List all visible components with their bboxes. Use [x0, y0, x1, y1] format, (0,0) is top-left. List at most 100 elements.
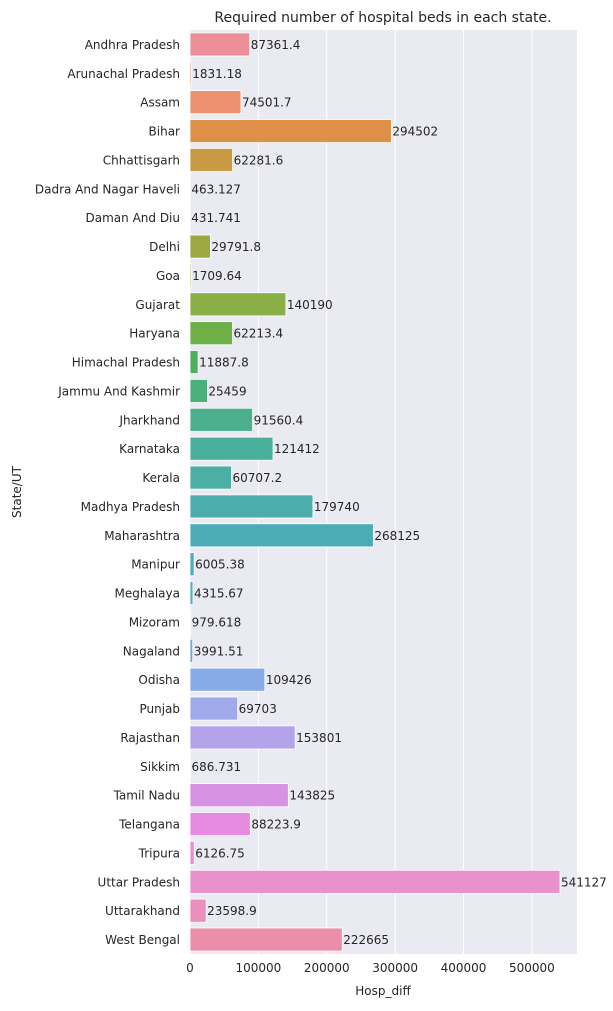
bar: [190, 524, 373, 547]
y-tick-label: Odisha: [138, 673, 180, 687]
y-axis-label: State/UT: [10, 465, 24, 518]
y-tick-label: Sikkim: [140, 760, 180, 774]
y-tick-label: Madhya Pradesh: [81, 500, 180, 514]
y-tick-label: Daman And Diu: [86, 211, 180, 225]
x-tick-label: 300000: [372, 961, 418, 975]
bar-value-label: 1831.18: [192, 67, 242, 81]
y-tick-label: Uttar Pradesh: [98, 875, 180, 889]
bar: [190, 91, 241, 114]
x-tick-labels: 0 100000 200000 300000 400000 500000: [186, 961, 555, 975]
y-tick-label: West Bengal: [105, 933, 180, 947]
y-tick-label: Tamil Nadu: [113, 789, 180, 803]
bar-value-label: 179740: [314, 500, 360, 514]
y-tick-label: Meghalaya: [115, 587, 180, 601]
bar-value-label: 11887.8: [199, 356, 249, 370]
y-tick-label: Gujarat: [135, 298, 180, 312]
bar: [190, 351, 198, 374]
bar-value-label: 62281.6: [234, 153, 284, 167]
bar: [190, 726, 295, 749]
y-tick-label: Assam: [140, 96, 180, 110]
y-tick-label: Bihar: [149, 125, 181, 139]
bar-value-label: 60707.2: [233, 471, 283, 485]
bar-value-label: 91560.4: [254, 413, 304, 427]
y-tick-label: Kerala: [142, 471, 180, 485]
bar-value-label: 29791.8: [211, 240, 261, 254]
bar-value-label: 25459: [208, 384, 246, 398]
bar-value-label: 140190: [287, 298, 333, 312]
y-tick-label: Arunachal Pradesh: [67, 67, 180, 81]
y-tick-label: Jharkhand: [118, 413, 180, 427]
bar: [190, 379, 207, 402]
y-tick-label: Manipur: [131, 558, 180, 572]
bar: [190, 408, 253, 431]
bar-value-label: 62213.4: [234, 327, 284, 341]
bar: [190, 62, 191, 85]
y-tick-label: Uttarakhand: [105, 904, 180, 918]
y-tick-label: Telangana: [118, 818, 180, 832]
bar: [190, 148, 233, 171]
y-tick-label: Haryana: [129, 327, 180, 341]
y-tick-label: Nagaland: [123, 644, 180, 658]
bar: [190, 928, 342, 951]
bar-value-label: 222665: [343, 933, 389, 947]
y-tick-label: Dadra And Nagar Haveli: [35, 182, 180, 196]
bar: [190, 639, 193, 662]
bar: [190, 293, 286, 316]
bar-value-label: 686.731: [191, 760, 241, 774]
y-tick-label: Rajasthan: [120, 731, 180, 745]
bar: [190, 668, 265, 691]
bar: [190, 870, 560, 893]
bar-value-label: 23598.9: [207, 904, 257, 918]
y-tick-label: Andhra Pradesh: [85, 38, 180, 52]
bar-value-label: 431.741: [191, 211, 241, 225]
bar: [190, 437, 273, 460]
y-tick-label: Himachal Pradesh: [72, 356, 180, 370]
bar: [190, 264, 191, 287]
y-tick-label: Tripura: [138, 846, 180, 860]
bar: [190, 466, 232, 489]
bar-value-label: 74501.7: [242, 96, 292, 110]
bar: [190, 322, 233, 345]
chart-title: Required number of hospital beds in each…: [214, 10, 551, 26]
bar-value-label: 121412: [274, 442, 320, 456]
bar-value-label: 143825: [289, 789, 335, 803]
y-tick-label: Mizoram: [129, 615, 180, 629]
bar-value-label: 3991.51: [194, 644, 244, 658]
bar: [190, 235, 210, 258]
bar-value-label: 979.618: [192, 615, 242, 629]
bar-value-label: 69703: [239, 702, 277, 716]
bar: [190, 495, 313, 518]
bar-value-label: 6005.38: [195, 558, 245, 572]
y-tick-label: Goa: [156, 269, 180, 283]
bar-value-label: 109426: [266, 673, 312, 687]
bar-value-label: 153801: [296, 731, 342, 745]
x-tick-label: 400000: [441, 961, 487, 975]
y-tick-label: Chhattisgarh: [103, 153, 180, 167]
bar: [190, 582, 193, 605]
y-tick-label: Maharashtra: [104, 529, 180, 543]
x-tick-label: 200000: [304, 961, 350, 975]
y-tick-label: Karnataka: [119, 442, 180, 456]
bar-value-label: 463.127: [191, 182, 241, 196]
bar-value-label: 88223.9: [251, 818, 301, 832]
bar-value-label: 268125: [374, 529, 420, 543]
bar: [190, 813, 250, 836]
x-tick-label: 500000: [509, 961, 555, 975]
bar-value-label: 4315.67: [194, 587, 244, 601]
bar: [190, 610, 191, 633]
bar: [190, 120, 391, 143]
bar: [190, 697, 238, 720]
x-axis-label: Hosp_diff: [355, 984, 411, 998]
y-tick-label: Jammu And Kashmir: [57, 384, 180, 398]
x-tick-label: 100000: [235, 961, 281, 975]
y-tick-labels: Andhra Pradesh Arunachal Pradesh Assam Biha…: [35, 38, 180, 947]
bar: [190, 553, 194, 576]
x-tick-label: 0: [186, 961, 194, 975]
y-tick-label: Delhi: [149, 240, 180, 254]
bar: [190, 784, 288, 807]
bar-value-label: 1709.64: [192, 269, 242, 283]
bar-value-label: 87361.4: [251, 38, 301, 52]
bar: [190, 33, 250, 56]
